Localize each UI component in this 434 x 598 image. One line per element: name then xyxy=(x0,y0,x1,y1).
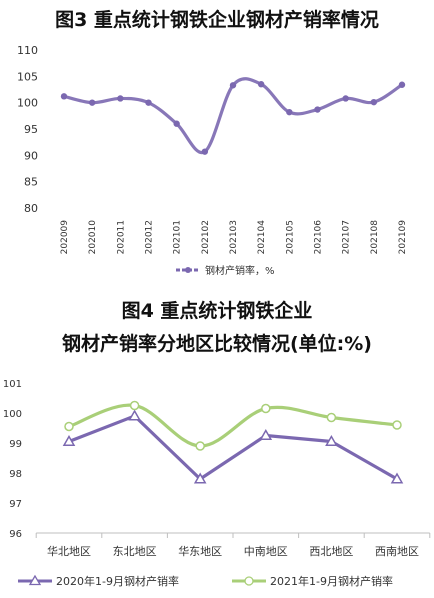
chart2-data-point-circle xyxy=(261,403,271,414)
chart2-data-point-circle xyxy=(129,400,140,411)
chart2-data-point-circle xyxy=(195,441,205,451)
chart2-data-point-triangle xyxy=(62,434,76,446)
chart1-data-point xyxy=(342,95,349,102)
chart2-x-tick-label: 华东地区 xyxy=(178,544,222,558)
chart1-x-tick-label: 202010 xyxy=(88,220,98,255)
chart1-x-tick-label: 202012 xyxy=(145,220,155,254)
chart1-x-axis: 202009 202010 202011 202012 202101 202102 2021… xyxy=(60,220,408,255)
chart2-legend-label-2021: 2021年1-9月钢材产销率 xyxy=(270,574,393,588)
chart1-data-point xyxy=(229,82,237,89)
chart2-title-line2: 钢材产销率分地区比较情况(单位:%) xyxy=(62,332,372,355)
chart1-x-tick-label: 202009 xyxy=(60,220,70,255)
chart2-legend-label-2020: 2020年1-9月钢材产销率 xyxy=(56,574,179,588)
chart1-y-tick-label: 85 xyxy=(24,176,38,189)
chart2-legend: 2020年1-9月钢材产销率 2021年1-9月钢材产销率 xyxy=(18,574,393,588)
chart1-data-point xyxy=(398,81,406,88)
chart2-x-tick-label: 西南地区 xyxy=(375,545,419,558)
chart1-data-point xyxy=(314,106,321,113)
chart1-plot xyxy=(60,77,406,155)
chart1-x-tick-label: 202107 xyxy=(342,220,352,254)
chart1-data-point xyxy=(145,99,152,106)
chart1-legend-marker xyxy=(185,267,191,273)
chart1-x-tick-label: 202105 xyxy=(285,220,295,254)
chart2-series-line xyxy=(67,414,399,481)
chart2-data-point-triangle xyxy=(390,472,404,484)
chart2-y-tick-label: 98 xyxy=(9,469,22,480)
chart1-data-point xyxy=(173,120,180,127)
chart1-title: 图3 重点统计钢铁企业钢材产销率情况 xyxy=(55,8,379,31)
chart1-data-point xyxy=(88,99,96,106)
chart1-y-tick-label: 90 xyxy=(24,149,38,162)
chart1-y-tick-label: 95 xyxy=(24,123,38,136)
chart1-x-tick-label: 202106 xyxy=(314,220,324,255)
chart2-data-point-triangle xyxy=(259,428,273,440)
chart1-x-tick-label: 202104 xyxy=(257,220,267,255)
chart2-legend-marker-2021 xyxy=(244,576,254,586)
chart1-y-tick-label: 100 xyxy=(17,97,38,110)
chart2-x-tick-label: 中南地区 xyxy=(244,545,288,558)
chart1-x-tick-label: 202103 xyxy=(229,220,239,254)
chart2-title-line1: 图4 重点统计钢铁企业 xyxy=(122,299,313,322)
chart1-series-line xyxy=(62,77,404,155)
chart1-legend: 钢材产销率，% xyxy=(176,264,275,277)
chart1-y-tick-label: 105 xyxy=(17,70,38,83)
chart2-y-tick-label: 101 xyxy=(3,379,22,390)
chart1-x-tick-label: 202108 xyxy=(370,220,380,255)
chart2-x-tick-label: 西北地区 xyxy=(309,545,353,558)
chart2-x-axis-line xyxy=(35,532,431,538)
chart2-x-axis: 华北地区 东北地区 华东地区 中南地区 西北地区 西南地区 xyxy=(47,544,419,558)
chart2-y-tick-label: 96 xyxy=(9,529,22,540)
chart2-data-point-triangle xyxy=(325,434,338,446)
chart2-y-axis: 96 97 98 99 100 101 xyxy=(3,379,22,540)
chart2-y-tick-label: 99 xyxy=(9,439,22,450)
chart1-x-tick-label: 202101 xyxy=(173,220,183,254)
chart2-data-point-circle xyxy=(326,412,337,423)
chart2-legend-marker-2020 xyxy=(28,574,42,586)
chart1-legend-label: 钢材产销率，% xyxy=(205,264,275,277)
chart2-x-tick-label: 华北地区 xyxy=(47,544,91,558)
chart1-data-point xyxy=(201,148,209,155)
chart2-y-tick-label: 97 xyxy=(9,499,22,510)
chart1-y-tick-label: 110 xyxy=(17,44,38,57)
chart1-y-axis: 80 85 90 95 100 105 110 xyxy=(17,44,38,215)
chart2-data-point-circle xyxy=(64,421,74,432)
chart2-data-point-triangle xyxy=(128,409,141,421)
chart2-data-point-triangle xyxy=(193,472,207,484)
chart1-x-tick-label: 202109 xyxy=(398,220,408,255)
chart2-x-tick-label: 东北地区 xyxy=(113,545,157,558)
chart1-data-point xyxy=(117,95,124,102)
chart2-plot xyxy=(62,400,404,484)
chart1-data-point xyxy=(257,81,265,88)
chart1-x-tick-label: 202011 xyxy=(116,220,126,254)
chart1-data-point xyxy=(60,93,68,100)
chart1-x-tick-label: 202102 xyxy=(201,220,211,254)
chart2-data-point-circle xyxy=(392,420,402,430)
chart2-y-tick-label: 100 xyxy=(3,409,22,420)
chart1-data-point xyxy=(286,108,293,116)
chart2-series-line xyxy=(67,403,399,448)
chart1-data-point xyxy=(370,98,378,106)
chart1-y-tick-label: 80 xyxy=(24,202,38,215)
